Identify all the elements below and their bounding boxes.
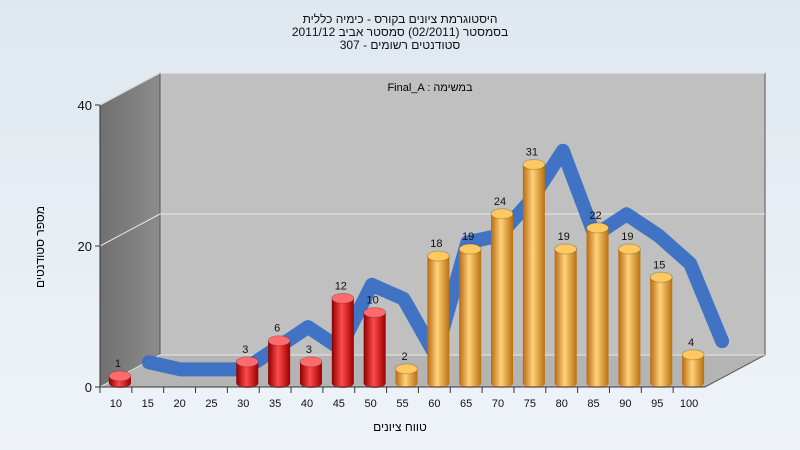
- bar-base: [586, 378, 609, 388]
- bar-value-label: 4: [688, 337, 694, 349]
- chart-title-line-2: בסמסטר (02/2011) סמסטר אביב 2011/12: [291, 25, 509, 39]
- x-tick-label: 80: [556, 398, 568, 410]
- bar-value-label: 19: [558, 231, 570, 243]
- bar-top: [522, 158, 546, 170]
- bar: [650, 277, 673, 383]
- x-tick-label: 40: [301, 398, 313, 410]
- bar-top: [395, 363, 418, 375]
- bar: [522, 164, 545, 383]
- x-tick-label: 10: [110, 398, 122, 410]
- x-tick-label: 30: [237, 398, 249, 410]
- bar: [682, 354, 705, 383]
- bar-top: [235, 356, 259, 368]
- bar-top: [586, 222, 610, 234]
- x-axis-label: טווח ציונים: [373, 420, 427, 434]
- x-tick-label: 25: [205, 398, 217, 410]
- data-labels: 1 3 6 3 12 10 2 18 19 24 31 19 22 19 15 4: [115, 146, 694, 370]
- bar: [331, 298, 354, 383]
- x-tick-label: 65: [460, 398, 472, 410]
- bar-value-label: 24: [494, 196, 506, 208]
- bar: [363, 312, 386, 383]
- bar-value-label: 12: [335, 280, 347, 292]
- x-tick-label: 70: [492, 398, 504, 410]
- bar-base: [363, 378, 386, 388]
- bar-top: [617, 243, 641, 255]
- bar-base: [236, 378, 259, 388]
- bar-value-label: 3: [306, 344, 312, 356]
- bar-value-label: 22: [589, 210, 601, 222]
- bar-top: [108, 370, 132, 382]
- bar: [491, 213, 514, 383]
- bar-value-label: 19: [462, 231, 474, 243]
- gridline-diag: [99, 213, 161, 247]
- bar: [459, 249, 482, 383]
- y-axis-label: מספר סטודנטים: [33, 205, 47, 289]
- chart-title-line-1: היסטוגרמת ציונים בקורס - כימיה כללית: [302, 12, 498, 26]
- bar-base: [650, 378, 673, 388]
- x-tick-label: 50: [365, 398, 377, 410]
- bar-top: [490, 208, 514, 220]
- x-tick-label: 100: [680, 398, 698, 410]
- bar: [427, 256, 450, 383]
- bar-top: [426, 250, 450, 262]
- x-tick-label: 95: [651, 398, 663, 410]
- bar-base: [427, 378, 450, 388]
- bar-base: [618, 378, 641, 388]
- bar-top: [267, 335, 291, 347]
- bar-top: [363, 307, 387, 318]
- x-tick-label: 90: [619, 398, 631, 410]
- bar-top: [681, 349, 705, 361]
- bar: [618, 249, 641, 383]
- bar-value-label: 10: [367, 295, 379, 307]
- bars-group: [108, 158, 705, 388]
- x-tick-label: 15: [142, 398, 154, 410]
- bar-base: [682, 378, 705, 388]
- bar-value-label: 6: [274, 323, 280, 335]
- bar-value-label: 1: [115, 358, 121, 370]
- x-tick-label: 55: [396, 398, 408, 410]
- chart-title-line-3: סטודנטים רשומים - 307: [339, 38, 461, 52]
- bar: [236, 361, 259, 383]
- bar-base: [459, 378, 482, 388]
- bar-top: [554, 243, 578, 255]
- x-tick-label: 35: [269, 398, 281, 410]
- bar-top: [649, 271, 673, 283]
- x-tick-label: 75: [524, 398, 536, 410]
- bar-base: [108, 378, 131, 388]
- x-tick-label: 20: [173, 398, 185, 410]
- bar-base: [395, 378, 418, 388]
- x-tick-label: 85: [587, 398, 599, 410]
- bar: [299, 361, 322, 383]
- bar-value-label: 19: [621, 231, 633, 243]
- bar-base: [268, 378, 291, 388]
- bar-value-label: 31: [526, 146, 538, 158]
- bar-base: [491, 378, 514, 388]
- gridline-diag: [99, 72, 161, 106]
- x-tick-label: 60: [428, 398, 440, 410]
- y-tick-label: 0: [85, 380, 92, 395]
- bar-base: [522, 378, 545, 388]
- x-tick-label: 45: [333, 398, 345, 410]
- y-tick-label: 40: [78, 98, 92, 113]
- bar-value-label: 3: [242, 344, 248, 356]
- chart-annotation: Final_A : במשימה: [387, 82, 473, 94]
- bar: [586, 227, 609, 383]
- bar-base: [554, 378, 577, 388]
- bar-value-label: 2: [401, 351, 407, 363]
- bar-base: [331, 378, 354, 388]
- bar: [554, 249, 577, 383]
- axes-group: 0 20 40 10 15 20 25 30 35 40 45 50 55 60 65 70 75 80 85 90 9…: [78, 98, 705, 410]
- bar-top: [331, 292, 355, 304]
- bar-value-label: 15: [653, 259, 665, 271]
- bar-value-label: 18: [430, 238, 442, 250]
- bar-top: [458, 243, 482, 255]
- bar-base: [299, 378, 322, 388]
- bar: [268, 340, 291, 383]
- y-tick-label: 20: [78, 239, 92, 254]
- bar-top: [299, 356, 323, 368]
